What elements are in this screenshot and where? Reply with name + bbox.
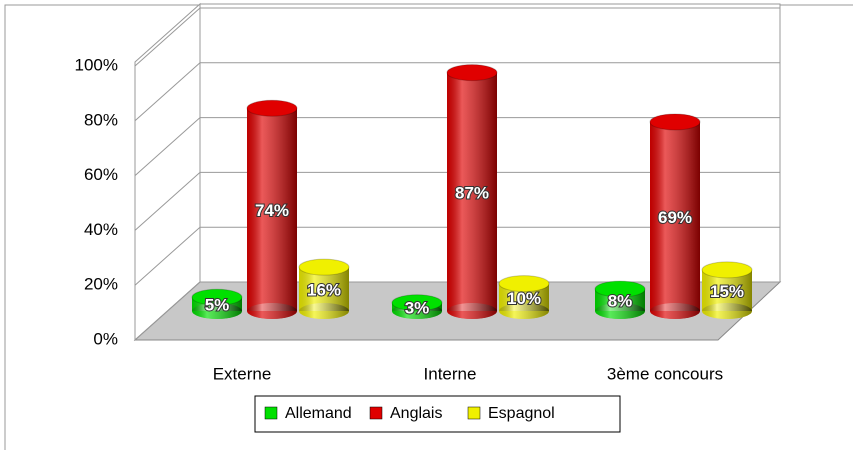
grid-line (134, 171, 780, 231)
data-label: 16% (307, 281, 341, 300)
data-label: 8% (608, 292, 633, 311)
bar (701, 261, 753, 319)
data-label: 69% (658, 208, 692, 227)
y-tick-label: 60% (84, 165, 118, 184)
grid-line (134, 117, 780, 176)
bar (246, 99, 298, 319)
left-wall (134, 2, 201, 342)
data-label: 74% (255, 201, 289, 220)
legend-swatch (467, 406, 481, 420)
y-tick-label: 80% (84, 110, 118, 129)
bar (391, 294, 443, 319)
bar (498, 275, 550, 319)
grid-line (134, 7, 780, 67)
bar (191, 288, 243, 319)
bar (298, 258, 350, 319)
data-label: 3% (405, 298, 430, 317)
y-tick-label: 40% (84, 220, 118, 239)
legend-label: Allemand (285, 405, 352, 422)
y-tick-label: 0% (93, 329, 118, 348)
x-tick-label: Interne (424, 364, 477, 383)
grid-line (134, 226, 780, 286)
legend-label: Anglais (390, 405, 442, 422)
data-label: 87% (455, 183, 489, 202)
x-tick-label: Externe (213, 364, 272, 383)
legend-label: Espagnol (488, 405, 555, 422)
y-tick-label: 100% (75, 55, 118, 74)
data-label: 5% (205, 296, 230, 315)
bar (649, 113, 701, 319)
data-label: 10% (507, 289, 541, 308)
data-label: 15% (710, 282, 744, 301)
grid-line (134, 62, 780, 122)
legend (254, 395, 621, 433)
bar (594, 280, 646, 319)
y-tick-label: 20% (84, 275, 118, 294)
bar (446, 64, 498, 319)
legend-swatch (264, 406, 278, 420)
grid-line (134, 281, 780, 341)
x-tick-label: 3ème concours (607, 364, 723, 383)
legend-swatch (369, 406, 383, 420)
